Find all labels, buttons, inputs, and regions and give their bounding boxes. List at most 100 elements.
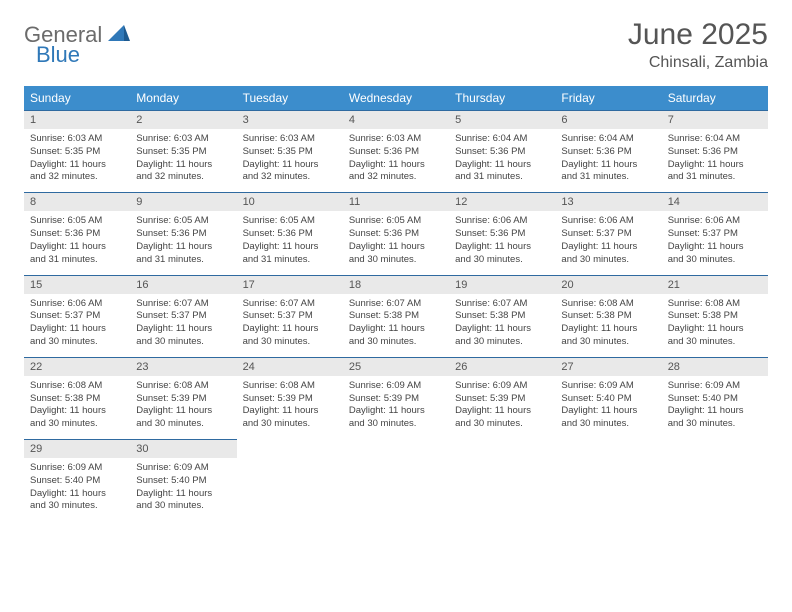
sunset-line: Sunset: 5:38 PM <box>30 393 124 406</box>
weekday-header: Thursday <box>449 86 555 111</box>
daylight-line: Daylight: 11 hours and 30 minutes. <box>455 405 549 431</box>
daylight-line: Daylight: 11 hours and 30 minutes. <box>455 323 549 349</box>
day-detail-row: Sunrise: 6:05 AMSunset: 5:36 PMDaylight:… <box>24 211 768 275</box>
sunset-line: Sunset: 5:37 PM <box>30 310 124 323</box>
sunset-line: Sunset: 5:39 PM <box>136 393 230 406</box>
empty-cell <box>555 440 661 459</box>
daylight-line: Daylight: 11 hours and 30 minutes. <box>561 323 655 349</box>
sunset-line: Sunset: 5:37 PM <box>243 310 337 323</box>
day-detail: Sunrise: 6:09 AMSunset: 5:40 PMDaylight:… <box>662 376 768 440</box>
day-detail: Sunrise: 6:08 AMSunset: 5:38 PMDaylight:… <box>24 376 130 440</box>
day-detail: Sunrise: 6:06 AMSunset: 5:36 PMDaylight:… <box>449 211 555 275</box>
sunrise-line: Sunrise: 6:09 AM <box>30 462 124 475</box>
daylight-line: Daylight: 11 hours and 30 minutes. <box>668 405 762 431</box>
sunrise-line: Sunrise: 6:09 AM <box>561 380 655 393</box>
sunrise-line: Sunrise: 6:08 AM <box>136 380 230 393</box>
day-detail: Sunrise: 6:09 AMSunset: 5:40 PMDaylight:… <box>555 376 661 440</box>
sunset-line: Sunset: 5:40 PM <box>136 475 230 488</box>
day-number: 12 <box>449 193 555 212</box>
empty-cell <box>343 458 449 521</box>
day-number: 26 <box>449 357 555 376</box>
logo-text-blue: Blue <box>36 42 80 67</box>
weekday-header: Saturday <box>662 86 768 111</box>
month-title: June 2025 <box>628 18 768 52</box>
day-number-row: 2930 <box>24 440 768 459</box>
day-detail: Sunrise: 6:09 AMSunset: 5:40 PMDaylight:… <box>130 458 236 521</box>
daylight-line: Daylight: 11 hours and 30 minutes. <box>243 405 337 431</box>
day-number: 23 <box>130 357 236 376</box>
day-number-row: 15161718192021 <box>24 275 768 294</box>
sunset-line: Sunset: 5:36 PM <box>561 146 655 159</box>
day-detail: Sunrise: 6:08 AMSunset: 5:39 PMDaylight:… <box>237 376 343 440</box>
sunrise-line: Sunrise: 6:05 AM <box>30 215 124 228</box>
empty-cell <box>449 440 555 459</box>
weekday-header: Wednesday <box>343 86 449 111</box>
day-detail: Sunrise: 6:05 AMSunset: 5:36 PMDaylight:… <box>24 211 130 275</box>
empty-cell <box>555 458 661 521</box>
sunset-line: Sunset: 5:39 PM <box>455 393 549 406</box>
sunrise-line: Sunrise: 6:05 AM <box>243 215 337 228</box>
day-detail-row: Sunrise: 6:06 AMSunset: 5:37 PMDaylight:… <box>24 294 768 358</box>
day-detail: Sunrise: 6:03 AMSunset: 5:35 PMDaylight:… <box>24 129 130 193</box>
sunrise-line: Sunrise: 6:08 AM <box>668 298 762 311</box>
sunrise-line: Sunrise: 6:09 AM <box>668 380 762 393</box>
daylight-line: Daylight: 11 hours and 30 minutes. <box>136 488 230 514</box>
sunrise-line: Sunrise: 6:07 AM <box>243 298 337 311</box>
weekday-header: Sunday <box>24 86 130 111</box>
day-detail-row: Sunrise: 6:09 AM Sunset: 5:40 PMDaylight:… <box>24 458 768 521</box>
day-detail: Sunrise: 6:05 AMSunset: 5:36 PMDaylight:… <box>343 211 449 275</box>
day-detail-row: Sunrise: 6:08 AMSunset: 5:38 PMDaylight:… <box>24 376 768 440</box>
calendar-table: SundayMondayTuesdayWednesdayThursdayFrid… <box>24 86 768 521</box>
day-detail: Sunrise: 6:09 AMSunset: 5:39 PMDaylight:… <box>449 376 555 440</box>
day-number: 10 <box>237 193 343 212</box>
sunrise-line: Sunrise: 6:03 AM <box>136 133 230 146</box>
day-detail: Sunrise: 6:03 AMSunset: 5:35 PMDaylight:… <box>130 129 236 193</box>
sunrise-line: Sunrise: 6:06 AM <box>455 215 549 228</box>
day-number: 4 <box>343 111 449 130</box>
daylight-line: Daylight: 11 hours and 32 minutes. <box>243 159 337 185</box>
sunrise-line: Sunrise: 6:08 AM <box>561 298 655 311</box>
sunrise-line: Sunrise: 6:07 AM <box>136 298 230 311</box>
daylight-line: Daylight: 11 hours and 30 minutes. <box>349 241 443 267</box>
day-detail: Sunrise: 6:07 AMSunset: 5:37 PMDaylight:… <box>237 294 343 358</box>
sunrise-line: Sunrise: 6:06 AM <box>30 298 124 311</box>
logo-sub: Blue <box>36 42 80 68</box>
day-detail: Sunrise: 6:08 AMSunset: 5:39 PMDaylight:… <box>130 376 236 440</box>
day-detail: Sunrise: 6:03 AMSunset: 5:35 PMDaylight:… <box>237 129 343 193</box>
daylight-line: Daylight: 11 hours and 31 minutes. <box>561 159 655 185</box>
daylight-line: Daylight: 11 hours and 31 minutes. <box>136 241 230 267</box>
daylight-line: Daylight: 11 hours and 30 minutes. <box>455 241 549 267</box>
sunset-line: Sunset: 5:38 PM <box>455 310 549 323</box>
sunset-line: Sunset: 5:40 PM <box>668 393 762 406</box>
sunrise-line: Sunrise: 6:03 AM <box>243 133 337 146</box>
day-detail: Sunrise: 6:04 AMSunset: 5:36 PMDaylight:… <box>449 129 555 193</box>
sunset-line: Sunset: 5:36 PM <box>243 228 337 241</box>
sunset-line: Sunset: 5:36 PM <box>455 228 549 241</box>
empty-cell <box>343 440 449 459</box>
sunset-line: Sunset: 5:36 PM <box>349 146 443 159</box>
sunset-line: Sunset: 5:36 PM <box>30 228 124 241</box>
sunrise-line: Sunrise: 6:09 AM <box>349 380 443 393</box>
sunset-line: Sunset: 5:37 PM <box>136 310 230 323</box>
day-number: 21 <box>662 275 768 294</box>
sunrise-line: Sunrise: 6:07 AM <box>349 298 443 311</box>
day-number: 14 <box>662 193 768 212</box>
day-number: 9 <box>130 193 236 212</box>
day-detail: Sunrise: 6:08 AMSunset: 5:38 PMDaylight:… <box>662 294 768 358</box>
day-detail: Sunrise: 6:05 AMSunset: 5:36 PMDaylight:… <box>237 211 343 275</box>
day-number: 18 <box>343 275 449 294</box>
day-detail: Sunrise: 6:08 AMSunset: 5:38 PMDaylight:… <box>555 294 661 358</box>
day-number-row: 891011121314 <box>24 193 768 212</box>
daylight-line: Daylight: 11 hours and 30 minutes. <box>30 405 124 431</box>
day-detail: Sunrise: 6:05 AMSunset: 5:36 PMDaylight:… <box>130 211 236 275</box>
day-number: 27 <box>555 357 661 376</box>
sunset-line: Sunset: 5:37 PM <box>668 228 762 241</box>
day-number: 5 <box>449 111 555 130</box>
day-number-row: 1234567 <box>24 111 768 130</box>
sunrise-line: Sunrise: 6:05 AM <box>349 215 443 228</box>
day-detail: Sunrise: 6:06 AMSunset: 5:37 PMDaylight:… <box>555 211 661 275</box>
daylight-line: Daylight: 11 hours and 31 minutes. <box>668 159 762 185</box>
day-number: 16 <box>130 275 236 294</box>
sunrise-line: Sunrise: 6:06 AM <box>668 215 762 228</box>
empty-cell <box>662 458 768 521</box>
